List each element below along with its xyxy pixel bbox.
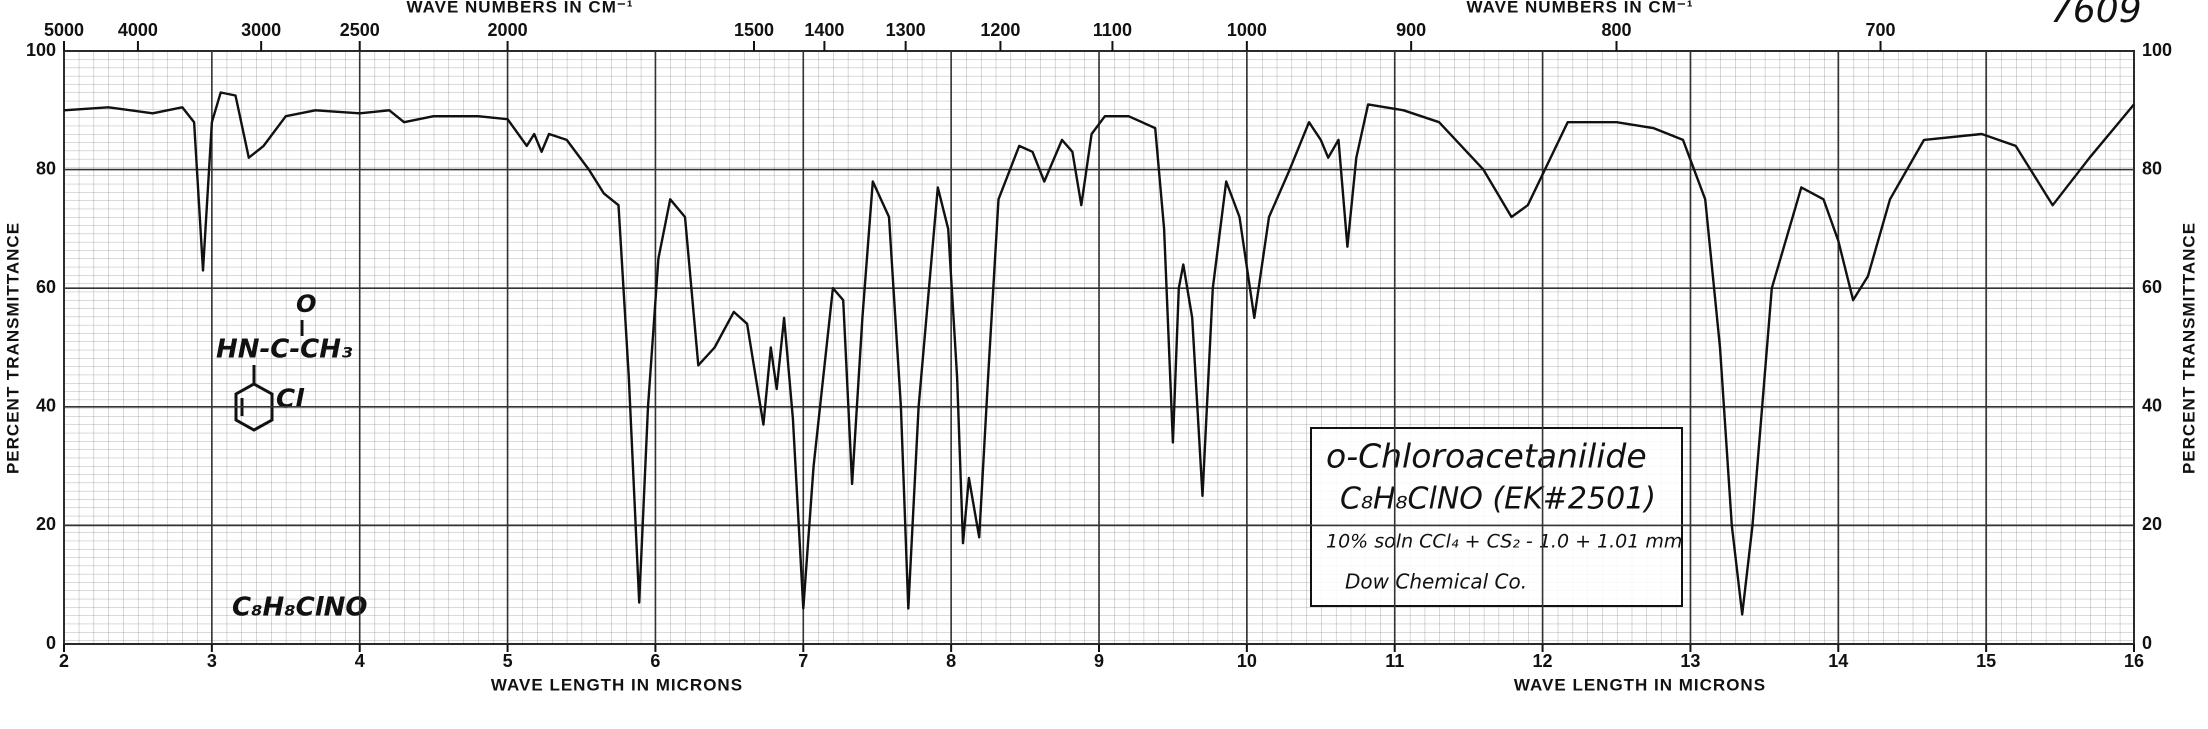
x-tick-label: 11: [1385, 651, 1404, 671]
top-tick-label: 1100: [1093, 20, 1132, 40]
y-tick-label-right: 20: [2142, 514, 2162, 534]
x-tick-label: 10: [1237, 651, 1257, 671]
formula-note: C₈H₈ClNO: [232, 593, 367, 623]
top-tick-label: 2500: [340, 20, 380, 40]
x-tick-label: 5: [503, 651, 513, 671]
y-axis-title: PERCENT TRANSMITTANCE: [2179, 222, 2198, 474]
structure-label: HN-C-CH₃: [216, 335, 353, 365]
annotation-box: [1310, 427, 1683, 607]
x-tick-label: 4: [355, 651, 365, 671]
top-tick-label: 1200: [980, 20, 1020, 40]
conditions: 10% soln CCl₄ + CS₂ - 1.0 + 1.01 mm: [1326, 531, 1682, 553]
top-axis-title: WAVE NUMBERS IN CM⁻¹: [407, 0, 634, 16]
x-axis-title: WAVE LENGTH IN MICRONS: [491, 675, 743, 694]
x-tick-label: 12: [1533, 651, 1553, 671]
y-tick-label-right: 40: [2142, 396, 2162, 416]
top-tick-label: 4000: [118, 20, 158, 40]
x-axis-title: WAVE LENGTH IN MICRONS: [1514, 675, 1766, 694]
top-tick-label: 700: [1866, 20, 1896, 40]
top-tick-label: 800: [1601, 20, 1631, 40]
y-tick-label-right: 80: [2142, 158, 2162, 178]
structure-label: Cl: [276, 385, 305, 415]
y-tick-label: 40: [36, 396, 56, 416]
x-tick-label: 3: [207, 651, 217, 671]
x-tick-label: 13: [1680, 651, 1700, 671]
y-tick-label: 0: [46, 633, 56, 653]
x-tick-label: 15: [1976, 651, 1996, 671]
y-tick-label-right: 60: [2142, 277, 2162, 297]
top-tick-label: 5000: [44, 20, 84, 40]
top-tick-label: 1500: [734, 20, 774, 40]
top-tick-label: 900: [1396, 20, 1426, 40]
compound-name: o-Chloroacetanilide: [1326, 437, 1647, 476]
top-axis-title: WAVE NUMBERS IN CM⁻¹: [1467, 0, 1694, 16]
catalog-number: 7609: [2050, 0, 2142, 31]
x-tick-label: 16: [2124, 651, 2144, 671]
y-tick-label: 60: [36, 277, 56, 297]
top-tick-label: 1400: [804, 20, 844, 40]
y-axis-title: PERCENT TRANSMITTANCE: [3, 222, 22, 474]
top-tick-label: 1000: [1227, 20, 1267, 40]
x-tick-label: 7: [798, 651, 808, 671]
x-tick-label: 6: [650, 651, 660, 671]
x-tick-label: 8: [946, 651, 956, 671]
top-tick-label: 1300: [886, 20, 926, 40]
source: Dow Chemical Co.: [1345, 570, 1527, 594]
top-tick-label: 2000: [488, 20, 528, 40]
y-tick-label: 20: [36, 514, 56, 534]
structure-label: O: [296, 290, 316, 318]
y-tick-label: 80: [36, 158, 56, 178]
y-tick-label: 100: [26, 40, 56, 60]
x-tick-label: 14: [1828, 651, 1848, 671]
x-tick-label: 2: [59, 651, 69, 671]
spectrum-line: [63, 91, 2135, 616]
top-tick-label: 3000: [241, 20, 281, 40]
x-tick-label: 9: [1094, 651, 1104, 671]
y-tick-label-right: 0: [2142, 633, 2152, 653]
y-tick-label-right: 100: [2142, 40, 2172, 60]
formula: C₈H₈ClNO (EK#2501): [1340, 482, 1656, 517]
